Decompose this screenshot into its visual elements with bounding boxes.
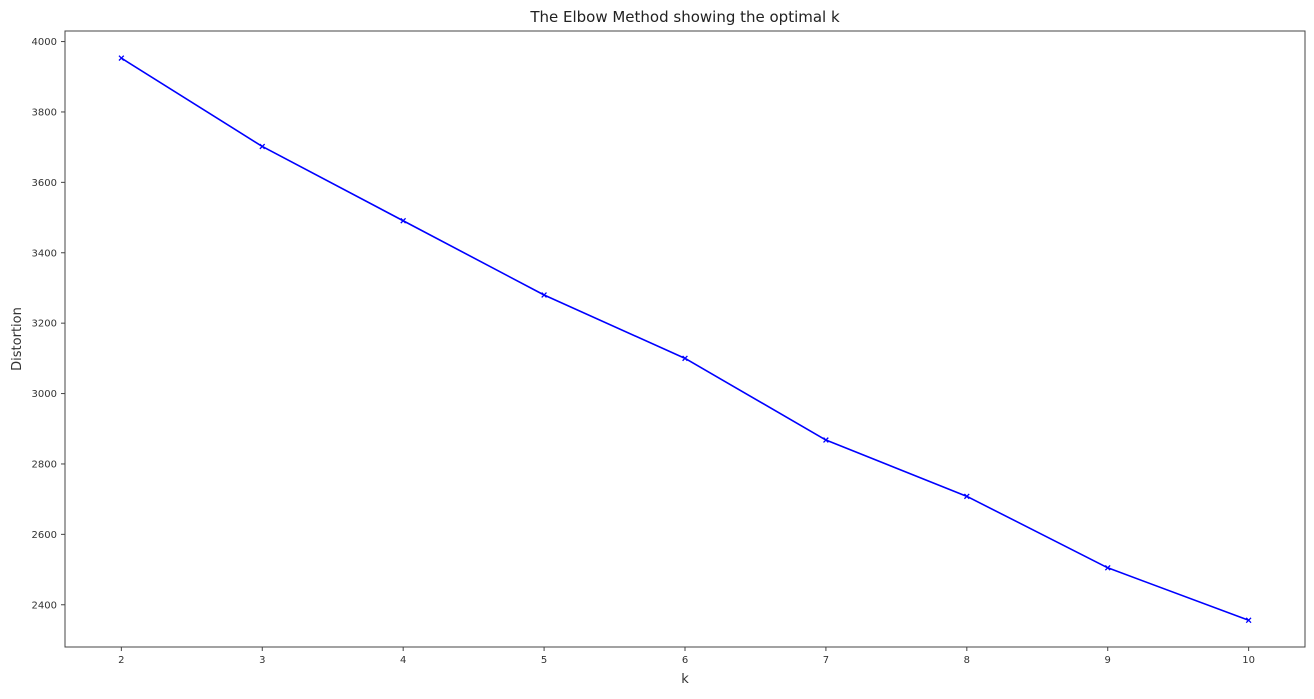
y-tick-label: 2400 xyxy=(32,600,57,611)
y-tick-label: 2600 xyxy=(32,530,57,541)
data-point-marker xyxy=(682,355,688,362)
data-point-marker xyxy=(963,493,970,500)
x-axis-ticks: 2 3 4 5 6 7 8 9 10 xyxy=(118,647,1255,666)
data-point-marker xyxy=(541,292,547,298)
y-tick-label: 3600 xyxy=(32,178,57,189)
x-tick-label: 5 xyxy=(541,655,547,666)
y-tick-label: 3200 xyxy=(32,319,57,330)
y-tick-label: 3000 xyxy=(32,389,57,400)
data-point-marker xyxy=(1245,617,1252,624)
data-point-marker xyxy=(400,217,407,224)
data-point-marker xyxy=(1104,564,1111,571)
series-layer xyxy=(118,55,1252,624)
chart-title: The Elbow Method showing the optimal k xyxy=(529,8,840,26)
y-tick-label: 3800 xyxy=(32,107,57,118)
y-tick-label: 2800 xyxy=(32,459,57,470)
y-tick-label: 4000 xyxy=(32,37,57,48)
y-axis-ticks: 2400 2600 2800 3000 3200 3400 3600 3800 4000 xyxy=(32,37,65,611)
x-tick-label: 4 xyxy=(400,655,406,666)
x-tick-label: 6 xyxy=(682,655,688,666)
x-tick-label: 3 xyxy=(259,655,265,666)
series-line xyxy=(120,57,1249,621)
y-axis-label: Distortion xyxy=(10,307,25,371)
data-point-marker xyxy=(823,437,829,443)
x-tick-label: 2 xyxy=(118,655,124,666)
x-tick-label: 10 xyxy=(1242,655,1255,666)
plot-area-frame xyxy=(64,30,1306,648)
x-tick-label: 9 xyxy=(1105,655,1111,666)
x-axis-label: k xyxy=(681,672,689,687)
y-tick-label: 3400 xyxy=(32,248,57,259)
data-point-marker xyxy=(259,143,266,150)
x-tick-label: 8 xyxy=(964,655,970,666)
x-tick-label: 7 xyxy=(823,655,829,666)
data-point-marker xyxy=(118,55,125,61)
